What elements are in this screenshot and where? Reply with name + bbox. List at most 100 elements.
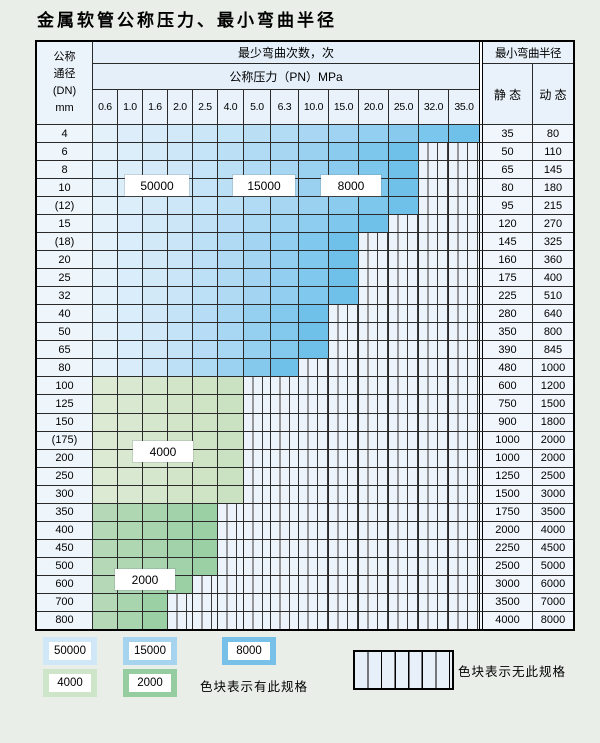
no-spec-cell xyxy=(389,539,419,557)
spec-cell xyxy=(118,503,143,521)
spec-cell xyxy=(118,467,143,485)
pressure-header-value: 5.0 xyxy=(244,90,271,124)
no-spec-cell xyxy=(329,377,359,395)
dynamic-radius-value: 1000 xyxy=(533,359,573,377)
spec-cell xyxy=(143,233,168,251)
no-spec-cell xyxy=(329,395,359,413)
table-row: 50 350 800 xyxy=(37,323,573,342)
no-spec-cell xyxy=(449,341,479,359)
no-spec-cell xyxy=(329,539,359,557)
spec-cell xyxy=(93,251,118,269)
no-spec-cell xyxy=(419,377,449,395)
no-spec-cell xyxy=(419,251,449,269)
dn-cell: 350 xyxy=(37,503,93,521)
no-spec-cell xyxy=(449,377,479,395)
no-spec-cell xyxy=(449,431,479,449)
spec-cell xyxy=(218,449,244,467)
no-spec-cell xyxy=(449,323,479,341)
spec-cell xyxy=(299,323,329,341)
no-spec-cell xyxy=(329,341,359,359)
no-spec-cell xyxy=(389,395,419,413)
no-spec-cell xyxy=(299,449,329,467)
no-spec-cell xyxy=(419,521,449,539)
dynamic-radius-value: 270 xyxy=(533,215,573,233)
no-spec-cell xyxy=(389,431,419,449)
dn-cell: 40 xyxy=(37,305,93,323)
dn-cell: 80 xyxy=(37,359,93,377)
pressure-header-value: 15.0 xyxy=(329,90,359,124)
dynamic-radius-value: 180 xyxy=(533,179,573,197)
no-spec-cell xyxy=(299,503,329,521)
spec-cell xyxy=(143,251,168,269)
dn-cell: (12) xyxy=(37,197,93,215)
table-header: 公称 通径 (DN) mm 最少弯曲次数，次 公称压力（PN）MPa 0.6 1.0 1.… xyxy=(37,42,573,124)
pressure-header-label: 公称压力（PN）MPa xyxy=(93,64,479,90)
spec-cell xyxy=(143,269,168,287)
no-spec-cell xyxy=(299,539,329,557)
no-spec-cell xyxy=(389,377,419,395)
spec-cell xyxy=(93,377,118,395)
no-spec-cell xyxy=(218,575,244,593)
spec-cell xyxy=(218,287,244,305)
no-spec-cell xyxy=(419,359,449,377)
spec-cell xyxy=(449,125,479,143)
dynamic-radius-value: 800 xyxy=(533,323,573,341)
table-row: (175) 1000 2000 xyxy=(37,431,573,450)
static-radius-value: 1250 xyxy=(479,467,533,485)
no-spec-cell xyxy=(419,395,449,413)
no-spec-cell xyxy=(419,287,449,305)
static-radius-value: 4000 xyxy=(479,611,533,629)
pressure-header-value: 25.0 xyxy=(389,90,419,124)
dynamic-radius-value: 2000 xyxy=(533,449,573,467)
table-body: 4 35 80 6 50 110 8 65 145 10 80 180 (12) 95 215 15 120 27… xyxy=(37,124,573,629)
spec-cell xyxy=(168,305,193,323)
spec-cell xyxy=(299,233,329,251)
no-spec-cell xyxy=(244,449,271,467)
spec-cell xyxy=(168,269,193,287)
spec-cell xyxy=(168,377,193,395)
spec-cell xyxy=(244,359,271,377)
no-spec-cell xyxy=(244,593,271,611)
no-spec-cell xyxy=(244,521,271,539)
no-spec-cell xyxy=(359,431,389,449)
spec-cell xyxy=(93,233,118,251)
legend-label-2000: 2000 xyxy=(129,674,171,692)
table-row: 15 120 270 xyxy=(37,215,573,234)
dn-cell: 4 xyxy=(37,125,93,143)
spec-cell xyxy=(244,161,271,179)
spec-cell xyxy=(93,125,118,143)
no-spec-cell xyxy=(389,521,419,539)
static-radius-value: 2250 xyxy=(479,539,533,557)
cycles-header-label: 最少弯曲次数，次 xyxy=(93,42,479,64)
spec-cell xyxy=(118,161,143,179)
spec-cell xyxy=(193,467,218,485)
spec-cell xyxy=(193,395,218,413)
spec-cell xyxy=(329,143,359,161)
cycles-overlay-4000: 4000 xyxy=(133,441,193,462)
no-spec-cell xyxy=(168,593,193,611)
spec-cell xyxy=(359,197,389,215)
spec-cell xyxy=(118,233,143,251)
spec-cell xyxy=(271,269,299,287)
pressure-header-value: 4.0 xyxy=(218,90,244,124)
spec-cell xyxy=(118,197,143,215)
static-header-label: 静 态 xyxy=(483,64,533,124)
spec-cell xyxy=(143,125,168,143)
table-row: 600 3000 6000 xyxy=(37,575,573,594)
no-spec-cell xyxy=(218,593,244,611)
no-spec-cell xyxy=(419,611,449,629)
no-spec-cell xyxy=(449,467,479,485)
spec-cell xyxy=(143,377,168,395)
no-spec-cell xyxy=(389,485,419,503)
no-spec-cell xyxy=(359,395,389,413)
dynamic-radius-value: 80 xyxy=(533,125,573,143)
spec-cell xyxy=(93,431,118,449)
table-row: 20 160 360 xyxy=(37,251,573,270)
dn-cell: 250 xyxy=(37,467,93,485)
spec-cell xyxy=(118,143,143,161)
table-row: 350 1750 3500 xyxy=(37,503,573,522)
no-spec-cell xyxy=(244,575,271,593)
no-spec-cell xyxy=(449,269,479,287)
no-spec-cell xyxy=(329,503,359,521)
no-spec-cell xyxy=(359,557,389,575)
